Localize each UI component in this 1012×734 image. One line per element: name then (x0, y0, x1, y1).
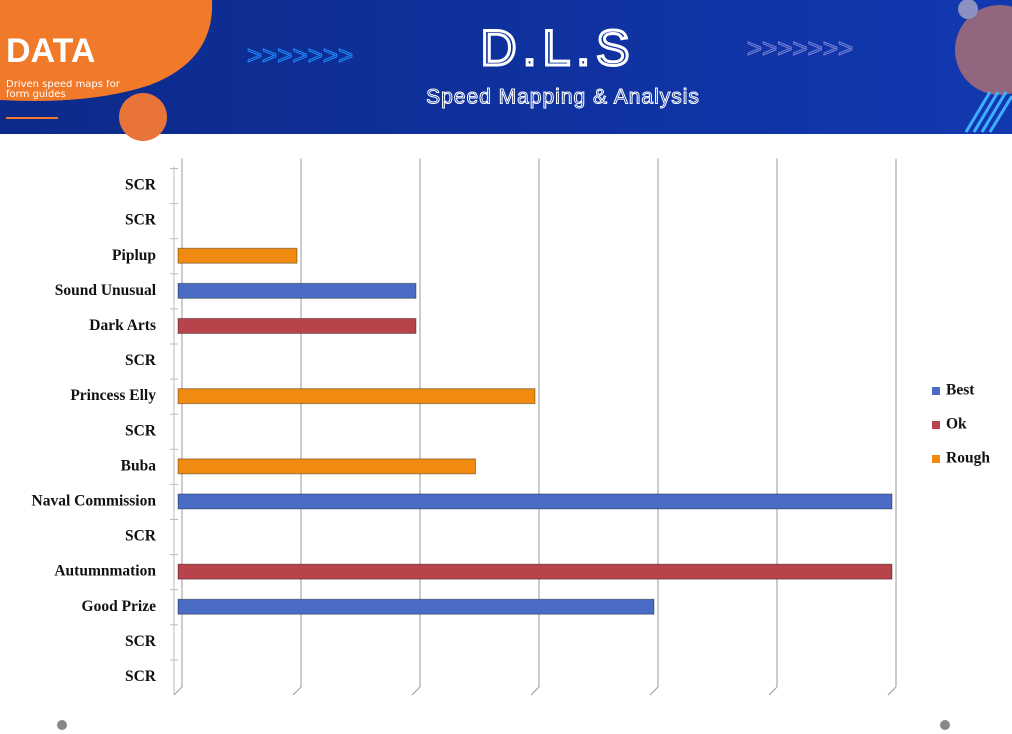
y-tick-label: Sound Unusual (55, 282, 157, 299)
bar (177, 317, 417, 334)
grid-foot (887, 686, 897, 696)
y-tick-label: SCR (125, 633, 157, 650)
y-tick-label: Naval Commission (32, 493, 157, 510)
bar (177, 388, 536, 405)
bar (177, 282, 417, 299)
subtitle: Speed Mapping & Analysis (426, 86, 700, 109)
brand: DATA (6, 32, 95, 70)
orange-dot (119, 93, 167, 141)
chevrons-left: >>>>>>> (247, 40, 353, 70)
y-tick-label: SCR (125, 528, 157, 545)
grid-foot (530, 686, 540, 696)
y-tick-label: Good Prize (82, 598, 157, 615)
bar (177, 247, 298, 264)
grid-foot (411, 686, 421, 696)
y-tick-label: Buba (121, 457, 157, 474)
stripes (964, 91, 1012, 133)
title: D.L.S (480, 20, 635, 76)
corner-blob (955, 5, 1012, 95)
y-tick-label: Dark Arts (89, 317, 156, 334)
y-tick-label: SCR (125, 177, 157, 194)
grid-foot (649, 686, 659, 696)
bar (177, 493, 893, 510)
grid-foot (768, 686, 778, 696)
tagline: Driven speed maps for form guides (6, 80, 120, 100)
y-tick-label: SCR (125, 212, 157, 229)
y-tick-label: SCR (125, 668, 157, 685)
bar (177, 458, 476, 475)
y-tick-label: Autumnmation (54, 563, 156, 580)
nav-dot (57, 720, 67, 730)
grid-foot (173, 686, 183, 696)
y-tick-label: Princess Elly (70, 387, 156, 404)
corner-dot (958, 0, 978, 19)
banner: DATA Driven speed maps for form guides >… (0, 0, 1012, 141)
legend-label: Ok (946, 416, 967, 433)
nav-dot (940, 720, 950, 730)
legend-label: Rough (946, 450, 990, 467)
y-tick-label: SCR (125, 422, 157, 439)
legend-swatch (932, 455, 940, 463)
bar (177, 563, 893, 580)
legend-swatch (932, 387, 940, 395)
y-tick-label: Piplup (112, 247, 156, 264)
grid-foot (292, 686, 302, 696)
orange-blob (0, 0, 213, 101)
chevrons-right: >>>>>>> (747, 33, 853, 63)
legend-swatch (932, 421, 940, 429)
tagline-box: Driven speed maps for form guides (6, 80, 120, 100)
y-tick-label: SCR (125, 352, 157, 369)
bar (177, 598, 655, 615)
legend-label: Best (946, 382, 975, 399)
